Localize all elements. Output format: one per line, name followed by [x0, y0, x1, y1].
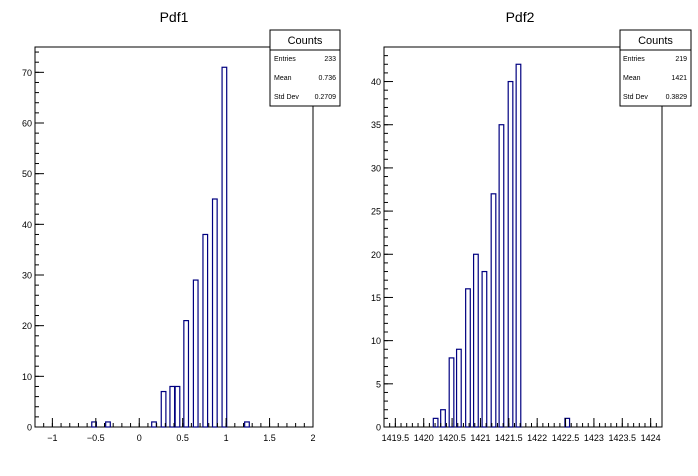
histogram-bar	[202, 233, 209, 428]
y-tick-label: 10	[22, 372, 32, 382]
y-tick-label: 0	[27, 423, 32, 433]
y-tick-label: 50	[22, 169, 32, 179]
histogram-bar	[507, 80, 514, 428]
stats-value: 233	[324, 56, 336, 63]
y-tick-label: 15	[371, 293, 381, 303]
x-tick-label: 1424	[641, 433, 661, 443]
x-tick-label: 1.5	[263, 433, 276, 443]
y-tick-label: 0	[376, 423, 381, 433]
y-tick-label: 70	[22, 68, 32, 78]
histogram-bar	[183, 320, 190, 428]
x-tick-label: 0	[137, 433, 142, 443]
stats-box: Counts Entries 219 Mean 1421 Std Dev 0.3829	[619, 29, 692, 107]
stats-box: Counts Entries 233 Mean 0.736 Std Dev 0.2709	[269, 29, 341, 107]
y-tick-label: 10	[371, 336, 381, 346]
y-tick-label: 5	[376, 379, 381, 389]
stats-label: Std Dev	[623, 94, 648, 101]
histogram-bar	[498, 124, 505, 428]
histogram-bar	[169, 385, 176, 428]
histogram-bar	[564, 417, 571, 428]
stats-box-title: Counts	[288, 35, 323, 47]
histogram-bar	[448, 357, 455, 428]
x-tick-label: −0.5	[87, 433, 105, 443]
stats-label: Entries	[623, 56, 645, 63]
histogram-bar	[151, 421, 157, 428]
y-tick-label: 30	[371, 163, 381, 173]
histogram-bar	[465, 288, 471, 428]
histogram-bar	[221, 66, 228, 428]
stats-label: Entries	[274, 56, 296, 63]
histogram-bar	[244, 421, 250, 428]
histogram-bar	[490, 193, 497, 428]
stats-value: 219	[675, 56, 687, 63]
x-tick-label: 1420	[414, 433, 434, 443]
histogram-bar	[192, 279, 199, 428]
histogram-bar	[440, 409, 446, 428]
x-tick-label: 1419.5	[382, 433, 410, 443]
stats-value: 0.3829	[666, 94, 688, 101]
x-tick-label: 1422.5	[552, 433, 580, 443]
histogram-bar	[481, 270, 488, 428]
stats-value: 1421	[671, 75, 687, 82]
stats-box-title: Counts	[638, 35, 673, 47]
y-tick-label: 40	[22, 220, 32, 230]
histogram-bar	[211, 198, 218, 428]
histogram-bar	[455, 348, 462, 428]
histogram-bar	[432, 417, 439, 428]
x-tick-label: 1421	[470, 433, 490, 443]
histogram-panel-1: Pdf1 0 10 20 30 40 50 60 70 −1 −0.5 0 0.5 1 1.5 2 Counts…	[22, 9, 341, 443]
x-tick-label: 1423	[584, 433, 604, 443]
stats-box-frame	[619, 29, 692, 107]
x-tick-label: 1420.5	[438, 433, 466, 443]
y-tick-label: 25	[371, 207, 381, 217]
x-tick-label: 0.5	[176, 433, 189, 443]
stats-box-frame	[269, 29, 341, 107]
histogram-bar	[105, 421, 111, 428]
x-tick-label: 1423.5	[609, 433, 637, 443]
x-tick-label: −1	[47, 433, 57, 443]
histogram-bar	[472, 253, 479, 428]
y-tick-label: 40	[371, 77, 381, 87]
y-tick-label: 20	[371, 250, 381, 260]
stats-label: Std Dev	[274, 94, 299, 101]
histogram-bar	[515, 63, 522, 428]
stats-value: 0.2709	[315, 94, 337, 101]
x-tick-label: 2	[310, 433, 315, 443]
stats-label: Mean	[274, 75, 292, 82]
chart-title: Pdf2	[506, 9, 535, 25]
chart-title: Pdf1	[160, 9, 189, 25]
y-tick-label: 35	[371, 120, 381, 130]
x-tick-label: 1422	[527, 433, 547, 443]
y-tick-label: 60	[22, 119, 32, 129]
histogram-bar	[91, 421, 97, 428]
y-tick-label: 30	[22, 271, 32, 281]
histogram-bar	[174, 385, 181, 428]
x-tick-label: 1	[224, 433, 229, 443]
histogram-bar	[160, 390, 167, 428]
stats-label: Mean	[623, 75, 641, 82]
histogram-panel-2: Pdf2 0 5 10 15 20 25 30 35 40 1419.5 1420 1420.5 1421…	[371, 9, 692, 443]
y-tick-label: 20	[22, 321, 32, 331]
stats-value: 0.736	[318, 75, 336, 82]
x-tick-label: 1421.5	[495, 433, 523, 443]
